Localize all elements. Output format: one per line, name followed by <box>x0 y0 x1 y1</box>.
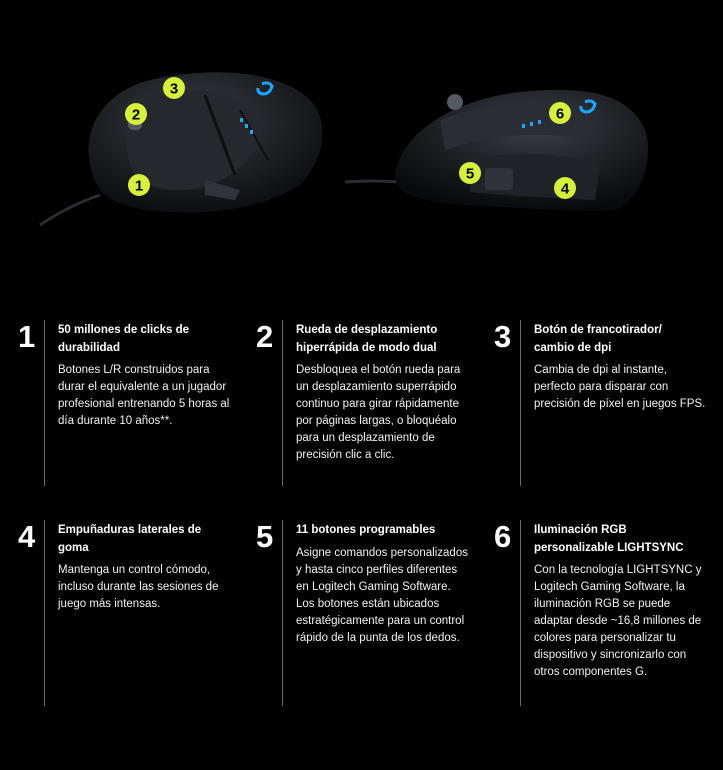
svg-text:5: 5 <box>466 166 474 183</box>
feature-number: 1 <box>18 319 36 354</box>
svg-text:3: 3 <box>170 81 178 98</box>
feature-divider <box>520 320 521 486</box>
feature-title: 50 millones de clicks de durabilidad <box>58 324 190 354</box>
feature-divider <box>44 320 45 486</box>
svg-text:6: 6 <box>556 106 564 123</box>
feature-description: Desbloquea el botón rueda para un despla… <box>296 364 461 461</box>
feature-description: Mantenga un control cómodo, incluso dura… <box>58 564 219 610</box>
feature-1: 1 50 millones de clicks de durabilidad B… <box>0 320 235 510</box>
feature-divider <box>520 520 521 706</box>
feature-divider <box>282 320 283 486</box>
feature-title: Empuñaduras laterales de goma <box>58 524 202 554</box>
feature-description: Cambia de dpi al instante, perfecto para… <box>534 364 706 410</box>
svg-text:4: 4 <box>561 181 570 198</box>
right-mouse-view <box>344 89 649 211</box>
feature-5: 5 11 botones programables Asigne comando… <box>238 520 473 710</box>
gaming-mouse-image: 1 2 3 4 5 6 <box>39 72 649 227</box>
feature-number: 3 <box>494 319 512 354</box>
feature-title: 11 botones programables <box>296 524 436 536</box>
callout-badge-5: 5 <box>459 162 481 184</box>
feature-divider <box>282 520 283 706</box>
feature-description: Asigne comandos personalizados y hasta c… <box>296 547 468 644</box>
svg-text:1: 1 <box>135 178 143 195</box>
feature-4: 4 Empuñaduras laterales de goma Mantenga… <box>0 520 235 710</box>
feature-6: 6 Iluminación RGB personalizable LIGHTSY… <box>476 520 711 750</box>
feature-number: 2 <box>256 319 274 354</box>
callout-badge-4: 4 <box>554 177 576 199</box>
feature-2: 2 Rueda de desplazamiento hiperrápida de… <box>238 320 473 510</box>
callout-badge-1: 1 <box>128 174 150 196</box>
feature-number: 5 <box>256 519 274 554</box>
feature-description: Con la tecnología LIGHTSYNC y Logitech G… <box>534 564 702 678</box>
feature-number: 4 <box>18 519 36 554</box>
feature-title: Botón de francotirador/ cambio de dpi <box>534 324 662 354</box>
feature-3: 3 Botón de francotirador/ cambio de dpi … <box>476 320 711 510</box>
feature-title: Rueda de desplazamiento hiperrápida de m… <box>296 324 438 354</box>
feature-title: Iluminación RGB personalizable LIGHTSYNC <box>534 524 684 554</box>
feature-description: Botones L/R construidos para durar el eq… <box>58 364 230 427</box>
callout-badge-3: 3 <box>163 77 185 99</box>
callout-badge-2: 2 <box>125 103 147 125</box>
feature-number: 6 <box>494 519 512 554</box>
feature-divider <box>44 520 45 706</box>
callout-badge-6: 6 <box>549 102 571 124</box>
mouse-hero-image: 1 2 3 4 5 6 <box>0 0 723 290</box>
svg-text:2: 2 <box>132 107 140 124</box>
